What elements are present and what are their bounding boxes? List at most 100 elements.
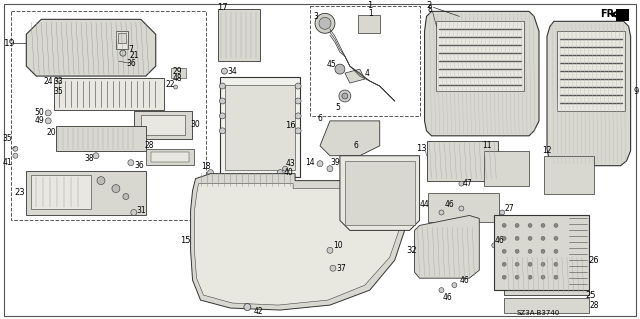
Circle shape: [93, 153, 99, 159]
Text: 10: 10: [333, 241, 343, 250]
Circle shape: [528, 223, 532, 227]
Text: 22: 22: [166, 79, 175, 89]
Circle shape: [295, 128, 301, 134]
Bar: [218, 9, 260, 61]
Bar: [484, 151, 529, 186]
Circle shape: [492, 243, 497, 248]
Bar: [54, 78, 164, 110]
Bar: [118, 33, 126, 43]
Text: 28: 28: [589, 300, 598, 309]
Circle shape: [452, 283, 457, 288]
Circle shape: [339, 90, 351, 102]
Text: 18: 18: [201, 162, 211, 171]
Text: 37: 37: [336, 264, 346, 273]
Bar: [557, 31, 625, 111]
Circle shape: [220, 83, 225, 89]
Text: 49: 49: [35, 116, 44, 125]
Circle shape: [207, 170, 214, 176]
Text: 6: 6: [317, 115, 323, 123]
Circle shape: [459, 206, 464, 211]
Polygon shape: [424, 11, 539, 136]
Circle shape: [528, 249, 532, 253]
Circle shape: [123, 194, 129, 199]
Bar: [345, 161, 415, 226]
Bar: [26, 171, 146, 215]
Bar: [141, 115, 184, 135]
Text: 11: 11: [483, 141, 492, 150]
Circle shape: [315, 13, 335, 33]
Text: 35: 35: [3, 134, 12, 143]
Text: 36: 36: [134, 161, 144, 170]
Bar: [428, 193, 499, 222]
Text: 23: 23: [14, 188, 25, 197]
Text: 46: 46: [494, 236, 504, 245]
Circle shape: [283, 166, 287, 171]
Circle shape: [541, 275, 545, 279]
Text: 17: 17: [217, 3, 228, 12]
Text: 9: 9: [634, 86, 639, 95]
Bar: [12, 11, 205, 220]
Circle shape: [128, 160, 134, 166]
Text: 46: 46: [445, 200, 454, 209]
Circle shape: [61, 82, 66, 86]
Text: 8: 8: [427, 5, 432, 14]
Text: 35: 35: [53, 86, 63, 95]
Bar: [544, 156, 594, 194]
Circle shape: [327, 247, 333, 253]
Circle shape: [554, 223, 558, 227]
Polygon shape: [415, 215, 479, 278]
Circle shape: [342, 93, 348, 99]
Circle shape: [45, 118, 51, 124]
Bar: [151, 152, 189, 162]
Text: 36: 36: [126, 59, 136, 68]
Bar: [426, 141, 498, 181]
Circle shape: [97, 177, 105, 185]
Polygon shape: [191, 174, 404, 310]
Text: 27: 27: [504, 204, 514, 213]
Text: 38: 38: [84, 154, 94, 163]
Circle shape: [221, 68, 227, 74]
Text: 20: 20: [46, 128, 56, 137]
Text: 44: 44: [420, 200, 429, 209]
Bar: [134, 111, 191, 139]
Circle shape: [120, 50, 126, 56]
Text: 3: 3: [314, 12, 319, 21]
Bar: [220, 77, 300, 177]
Text: 48: 48: [173, 74, 182, 83]
Bar: [358, 15, 380, 33]
Bar: [225, 85, 295, 170]
Text: 41: 41: [3, 158, 12, 167]
Text: 1: 1: [369, 9, 373, 18]
Text: 13: 13: [416, 144, 427, 153]
Bar: [146, 149, 193, 165]
Polygon shape: [340, 156, 420, 230]
Text: 30: 30: [191, 120, 200, 130]
Circle shape: [515, 275, 519, 279]
Text: 32: 32: [406, 246, 417, 255]
Bar: [504, 298, 589, 313]
Polygon shape: [547, 21, 630, 166]
Circle shape: [528, 262, 532, 266]
Text: 19: 19: [4, 39, 15, 48]
Circle shape: [112, 185, 120, 193]
Bar: [494, 215, 589, 290]
Text: 5: 5: [335, 103, 340, 112]
Text: 2: 2: [427, 1, 432, 10]
Circle shape: [515, 262, 519, 266]
Circle shape: [220, 113, 225, 119]
Circle shape: [439, 210, 444, 215]
Text: 50: 50: [35, 108, 44, 117]
Circle shape: [244, 304, 251, 310]
Text: 40: 40: [284, 168, 293, 177]
Text: 46: 46: [442, 293, 452, 301]
Circle shape: [335, 64, 345, 74]
Circle shape: [515, 249, 519, 253]
Text: 34: 34: [227, 67, 237, 76]
Text: 26: 26: [588, 256, 599, 265]
Circle shape: [220, 128, 225, 134]
Circle shape: [515, 236, 519, 240]
Bar: [436, 21, 524, 91]
Text: 4: 4: [364, 69, 369, 78]
Circle shape: [541, 223, 545, 227]
Circle shape: [439, 288, 444, 293]
